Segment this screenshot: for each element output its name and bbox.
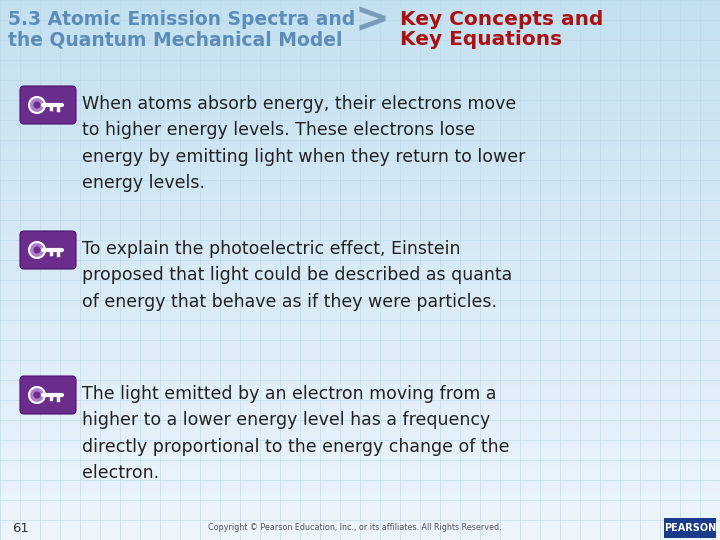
Text: When atoms absorb energy, their electrons move
to higher energy levels. These el: When atoms absorb energy, their electron… [82,95,526,192]
Text: the Quantum Mechanical Model: the Quantum Mechanical Model [8,30,343,49]
FancyBboxPatch shape [20,376,76,414]
Circle shape [33,246,40,254]
Text: Copyright © Pearson Education, Inc., or its affiliates. All Rights Reserved.: Copyright © Pearson Education, Inc., or … [208,523,502,532]
Text: To explain the photoelectric effect, Einstein
proposed that light could be descr: To explain the photoelectric effect, Ein… [82,240,512,311]
Text: Key Equations: Key Equations [400,30,562,49]
Circle shape [29,97,45,113]
Text: PEARSON: PEARSON [664,523,716,533]
Text: >: > [355,0,390,41]
Circle shape [33,392,40,399]
Text: 5.3 Atomic Emission Spectra and: 5.3 Atomic Emission Spectra and [8,10,355,29]
Circle shape [29,387,45,403]
FancyBboxPatch shape [664,518,716,538]
Text: 61: 61 [12,522,29,535]
Circle shape [29,242,45,258]
FancyBboxPatch shape [20,86,76,124]
FancyBboxPatch shape [20,231,76,269]
Text: Key Concepts and: Key Concepts and [400,10,603,29]
Circle shape [33,102,40,109]
Text: The light emitted by an electron moving from a
higher to a lower energy level ha: The light emitted by an electron moving … [82,385,510,482]
